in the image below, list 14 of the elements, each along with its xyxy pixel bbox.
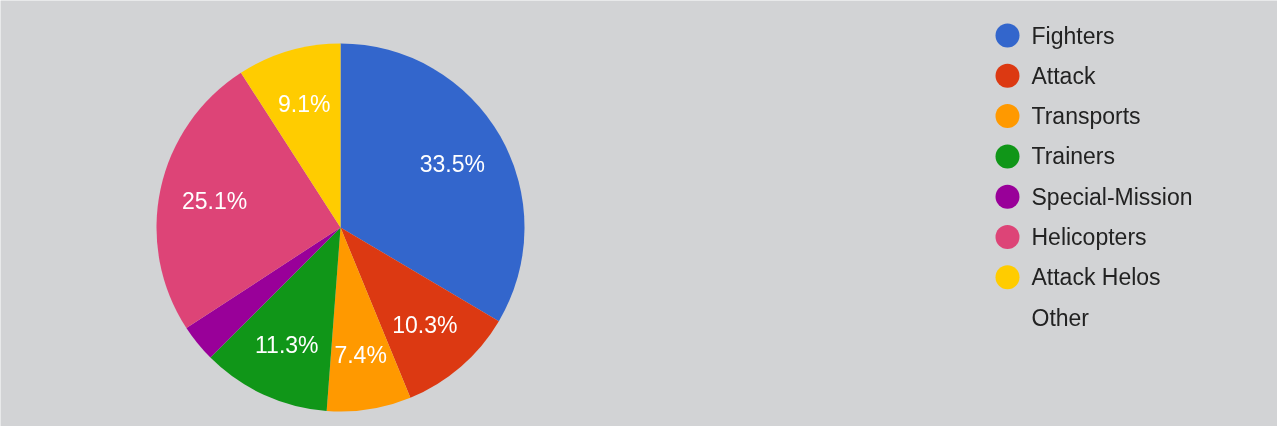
legend-label: Attack	[1031, 62, 1096, 89]
data-label: 11.3%	[255, 331, 319, 358]
legend-label: Helicopters	[1031, 224, 1147, 250]
legend-label: Special-Mission	[1031, 183, 1193, 210]
legend-label: Attack Helos	[1031, 264, 1161, 291]
data-label: 25.1%	[181, 187, 248, 214]
legend-label: Fighters	[1031, 22, 1115, 49]
legend-label: Transports	[1031, 103, 1141, 130]
legend-label: Trainers	[1031, 143, 1115, 170]
data-label: 10.3%	[392, 311, 458, 338]
data-label: 7.4%	[334, 341, 387, 368]
data-label: 9.1%	[277, 90, 331, 117]
category-label: Other	[1031, 304, 1090, 331]
data-label: 33.5%	[419, 150, 485, 177]
